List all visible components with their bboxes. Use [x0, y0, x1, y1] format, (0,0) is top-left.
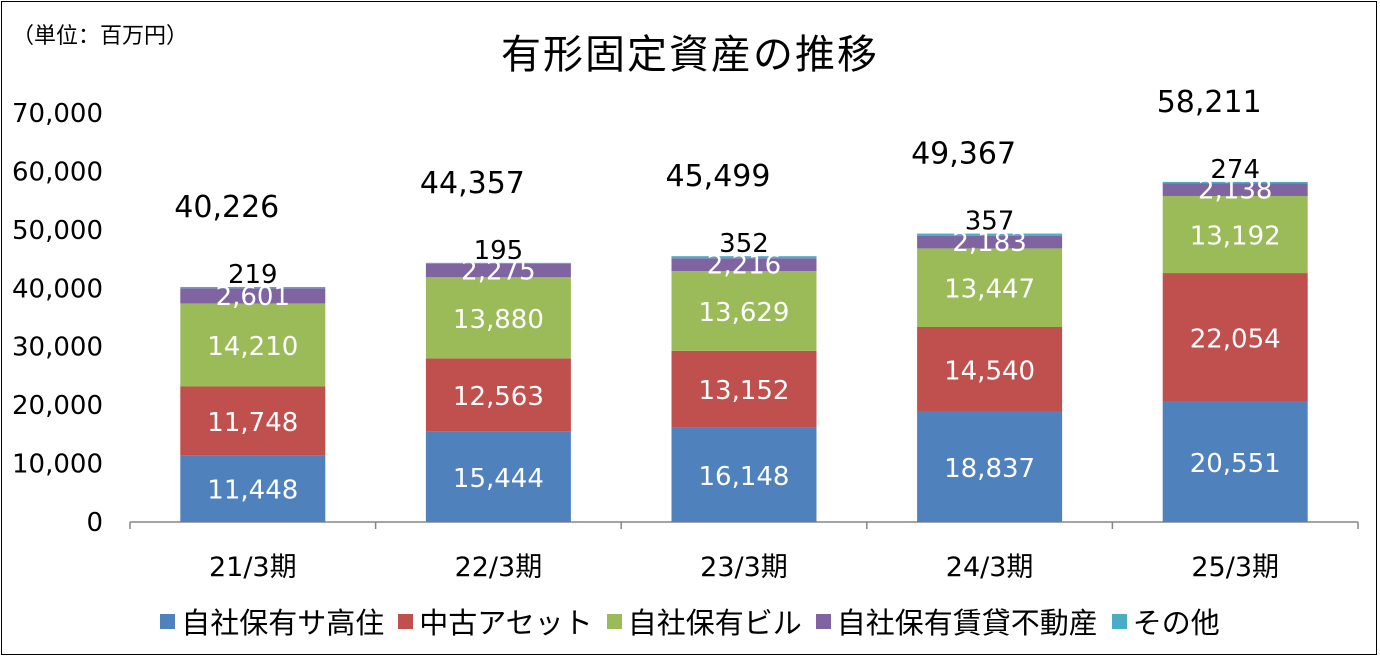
bar-segment — [671, 258, 817, 272]
y-tick-label: 10,000 — [12, 450, 103, 480]
data-label: 274 — [1210, 155, 1260, 185]
total-label: 45,499 — [666, 159, 771, 194]
bar-segment — [1162, 273, 1308, 402]
data-label: 22,054 — [1190, 324, 1281, 354]
chart-plot: 0 10,000 20,000 30,000 40,000 50,000 60,000 70,… — [12, 85, 1359, 583]
data-label: 15,444 — [453, 464, 544, 494]
data-label: 13,447 — [944, 275, 1035, 305]
unit-label: （単位：百万円） — [12, 24, 189, 49]
data-label: 20,551 — [1190, 449, 1281, 479]
legend-swatch — [160, 613, 176, 629]
data-label: 12,563 — [453, 382, 544, 412]
bar-segment — [425, 277, 571, 359]
bar-segment — [671, 256, 817, 259]
legend-swatch — [815, 613, 831, 629]
legend-item: 自社保有ビル — [606, 600, 802, 642]
bar-segment — [425, 262, 571, 264]
bar-segment — [180, 303, 326, 387]
total-label: 49,367 — [911, 137, 1016, 172]
x-tick-label: 21/3期 — [209, 552, 297, 583]
data-label: 13,152 — [699, 376, 790, 406]
bar-segment — [180, 455, 326, 522]
bar-segment — [671, 427, 817, 522]
data-label: 219 — [228, 260, 278, 290]
y-tick-label: 60,000 — [12, 157, 103, 187]
bar-segment — [917, 233, 1063, 236]
bar-segment — [917, 326, 1063, 412]
legend-swatch — [398, 613, 414, 629]
legend-item: 自社保有サ高住 — [160, 600, 384, 642]
legend-item: 自社保有賃貸不動産 — [815, 600, 1098, 642]
data-label: 11,448 — [207, 476, 298, 506]
bar-segment — [425, 263, 571, 278]
data-label: 2,216 — [707, 251, 781, 281]
bar-segment — [917, 248, 1063, 327]
legend-item: その他 — [1111, 600, 1220, 642]
bar-segment — [917, 411, 1063, 522]
total-label: 44,357 — [420, 166, 525, 201]
data-label: 13,629 — [699, 298, 790, 328]
legend-label: 自社保有ビル — [627, 606, 802, 640]
bar-segment — [180, 286, 326, 289]
data-label: 14,540 — [944, 356, 1035, 386]
y-tick-label: 40,000 — [12, 274, 103, 304]
y-tick-label: 0 — [86, 508, 103, 538]
data-label: 14,210 — [207, 332, 298, 362]
data-label: 18,837 — [944, 454, 1035, 484]
x-tick-label: 25/3期 — [1191, 552, 1279, 583]
data-label: 16,148 — [699, 462, 790, 492]
bar-segment — [671, 350, 817, 428]
y-tick-label: 30,000 — [12, 333, 103, 363]
bar-segment — [425, 431, 571, 522]
data-label: 195 — [474, 236, 524, 266]
legend-item: 中古アセット — [398, 600, 593, 642]
data-label: 357 — [965, 207, 1015, 237]
bar-segment — [1162, 183, 1308, 196]
y-tick-label: 50,000 — [12, 216, 103, 246]
bar-segment — [180, 288, 326, 304]
legend-label: 自社保有サ高住 — [181, 606, 385, 640]
bar-segment — [671, 271, 817, 351]
legend-label: 中古アセット — [419, 606, 593, 640]
data-label: 2,601 — [216, 282, 290, 312]
data-label: 2,183 — [952, 228, 1026, 258]
bar-segment — [917, 235, 1063, 249]
x-tick-label: 22/3期 — [455, 552, 543, 583]
legend-label: その他 — [1132, 606, 1220, 640]
bar-segment — [425, 358, 571, 432]
chart-legend: 自社保有サ高住 中古アセット 自社保有ビル 自社保有賃貸不動産 その他 — [0, 600, 1380, 642]
y-tick-label: 70,000 — [12, 99, 103, 129]
x-tick-label: 24/3期 — [946, 552, 1034, 583]
chart-title: 有形固定資産の推移 — [501, 32, 879, 78]
legend-label: 自社保有賃貸不動産 — [836, 606, 1098, 640]
legend-swatch — [606, 613, 622, 629]
legend-swatch — [1111, 613, 1127, 629]
data-label: 352 — [719, 229, 769, 259]
bar-segment — [1162, 195, 1308, 274]
bar-segment — [180, 386, 326, 456]
data-label: 11,748 — [207, 408, 298, 438]
data-label: 13,880 — [453, 305, 544, 335]
bar-segment — [1162, 401, 1308, 522]
data-label: 13,192 — [1190, 222, 1281, 252]
y-tick-label: 20,000 — [12, 391, 103, 421]
total-label: 58,211 — [1157, 85, 1262, 120]
bar-segment — [1162, 181, 1308, 184]
x-tick-label: 23/3期 — [700, 552, 788, 583]
total-label: 40,226 — [174, 190, 279, 225]
data-label: 2,275 — [461, 257, 535, 287]
data-label: 2,138 — [1198, 176, 1272, 206]
